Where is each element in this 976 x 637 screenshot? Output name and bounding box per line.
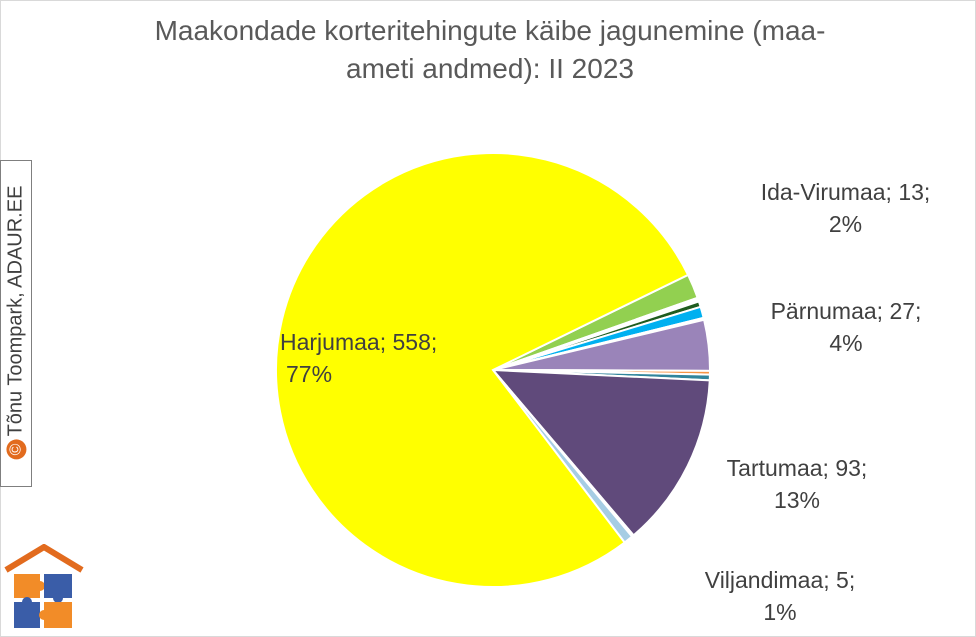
logo-roof [4, 544, 84, 573]
logo-puzzle-knob [53, 593, 63, 603]
chart-title-line2: ameti andmed): II 2023 [346, 53, 634, 84]
data-label-parnumaa: Pärnumaa; 27; 4% [752, 295, 940, 359]
logo-puzzle-knob [39, 610, 49, 620]
logo-puzzle-knob [35, 581, 45, 591]
data-label-parnumaa-line2: 4% [829, 330, 863, 356]
data-label-ida-virumaa-line2: 2% [828, 211, 863, 237]
pie-slice-harjumaa [275, 152, 690, 588]
adaur-logo [4, 544, 84, 628]
logo-puzzle-knob [22, 597, 32, 607]
data-label-tartumaa-line1: Tartumaa; 93; [726, 455, 868, 481]
data-label-harjumaa-line1: Harjumaa; 558; [280, 329, 438, 355]
credit-box: © Tõnu Toompark, ADAUR.EE [0, 160, 32, 487]
data-label-harjumaa: Harjumaa; 558; 77% [280, 326, 460, 390]
chart-title-line1: Maakondade korteritehingute käibe jagune… [154, 15, 826, 46]
data-label-ida-virumaa: Ida-Virumaa; 13; 2% [748, 176, 943, 240]
chart-title: Maakondade korteritehingute käibe jagune… [100, 12, 880, 88]
data-label-tartumaa: Tartumaa; 93; 13% [700, 452, 894, 516]
data-label-viljandimaa: Viljandimaa; 5; 1% [684, 564, 876, 628]
data-label-harjumaa-line2: 77% [286, 361, 333, 387]
data-label-viljandimaa-line1: Viljandimaa; 5; [704, 567, 856, 593]
data-label-ida-virumaa-line1: Ida-Virumaa; 13; [760, 179, 931, 205]
copyright-icon: © [6, 439, 27, 460]
pie-slice-tartumaa [490, 368, 711, 537]
pie-slices [275, 152, 712, 588]
credit-text: Tõnu Toompark, ADAUR.EE [4, 185, 27, 437]
data-label-parnumaa-line1: Pärnumaa; 27; [770, 298, 922, 324]
data-label-tartumaa-line2: 13% [773, 487, 821, 513]
data-label-viljandimaa-line2: 1% [763, 599, 797, 625]
